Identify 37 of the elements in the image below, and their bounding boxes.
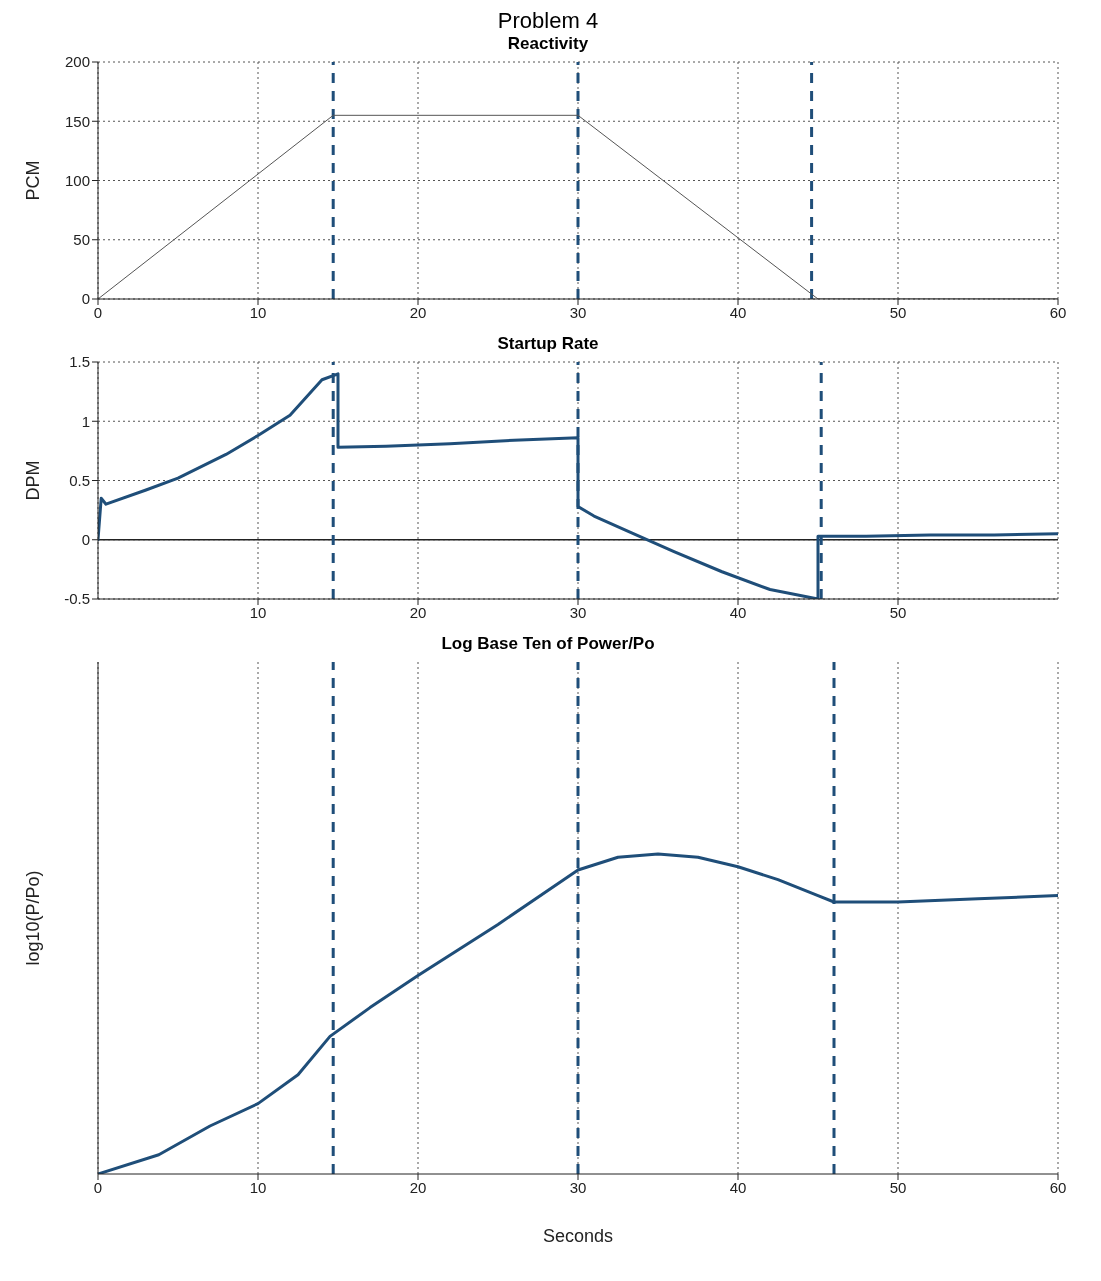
- x-tick-label: 50: [889, 303, 907, 321]
- y-tick-label: 0: [81, 290, 90, 308]
- x-tick-label: 60: [1049, 303, 1067, 321]
- x-tick-label: 20: [409, 303, 427, 321]
- y-tick-label: -0.5: [64, 590, 90, 608]
- x-tick-label: 30: [569, 603, 587, 621]
- x-tick-label: 50: [889, 1178, 907, 1196]
- x-axis-title: Seconds: [542, 1226, 614, 1246]
- x-tick-label: 40: [729, 603, 747, 621]
- x-tick-label: 40: [729, 1178, 747, 1196]
- y-tick-label: 200: [64, 53, 90, 71]
- chart-title: Startup Rate: [496, 334, 600, 354]
- y-tick-label: 150: [64, 112, 90, 130]
- chart-title: Problem 4: [496, 8, 600, 34]
- x-tick-label: 40: [729, 303, 747, 321]
- y-axis-title: DPM: [23, 460, 44, 501]
- x-tick-label: 0: [93, 1178, 103, 1196]
- x-tick-label: 60: [1049, 1178, 1067, 1196]
- x-tick-label: 10: [249, 303, 267, 321]
- y-tick-label: 0: [81, 531, 90, 549]
- chart-title: Log Base Ten of Power/Po: [440, 634, 656, 654]
- x-tick-label: 20: [409, 1178, 427, 1196]
- y-tick-label: 1: [81, 412, 90, 430]
- x-tick-label: 30: [569, 1178, 587, 1196]
- y-tick-label: 100: [64, 171, 90, 189]
- y-axis-title: PCM: [23, 160, 44, 201]
- x-tick-label: 10: [249, 1178, 267, 1196]
- chart-subtitle: Reactivity: [506, 34, 590, 54]
- x-tick-label: 0: [93, 303, 103, 321]
- y-tick-label: 50: [73, 231, 90, 249]
- y-axis-title: log10(P/Po): [23, 870, 44, 966]
- x-tick-label: 10: [249, 603, 267, 621]
- x-tick-label: 50: [889, 603, 907, 621]
- y-tick-label: 0.5: [69, 471, 90, 489]
- y-tick-label: 1.5: [69, 353, 90, 371]
- x-tick-label: 20: [409, 603, 427, 621]
- x-tick-label: 30: [569, 303, 587, 321]
